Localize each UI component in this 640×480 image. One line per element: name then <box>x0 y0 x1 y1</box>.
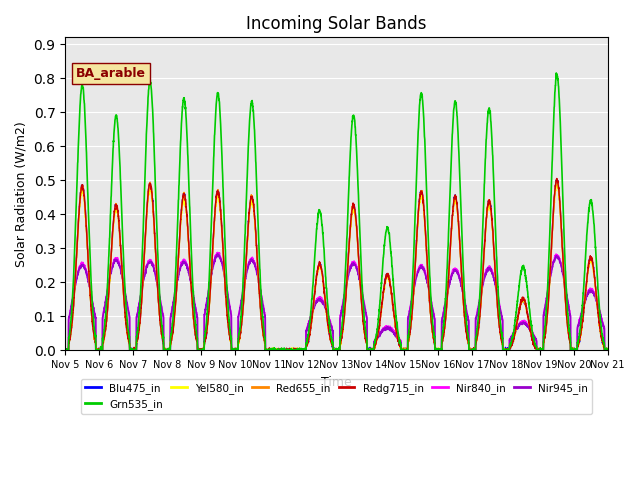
Yel580_in <box>598 337 606 343</box>
Blu475_in <box>598 335 606 340</box>
Blu475_in <box>488 226 496 231</box>
Blu475_in <box>406 329 414 335</box>
Red655_in <box>454 210 461 216</box>
Nir945_in <box>454 270 461 276</box>
Grn535_in <box>406 317 414 323</box>
Y-axis label: Solar Radiation (W/m2): Solar Radiation (W/m2) <box>15 121 28 267</box>
Title: Incoming Solar Bands: Incoming Solar Bands <box>246 15 427 33</box>
Red655_in <box>173 290 180 296</box>
Nir945_in <box>173 283 180 289</box>
Yel580_in <box>521 300 529 306</box>
Nir945_in <box>521 321 529 327</box>
Nir945_in <box>214 251 221 257</box>
Nir945_in <box>406 306 414 312</box>
X-axis label: Time: Time <box>321 376 352 389</box>
Redg715_in <box>521 298 529 303</box>
Nir945_in <box>488 270 496 276</box>
Grn535_in <box>488 149 496 155</box>
Red655_in <box>604 346 612 352</box>
Line: Nir840_in: Nir840_in <box>65 252 608 350</box>
Redg715_in <box>406 329 414 335</box>
Grn535_in <box>521 268 529 274</box>
Redg715_in <box>173 287 180 293</box>
Red655_in <box>61 348 69 353</box>
Yel580_in <box>173 288 180 294</box>
Blu475_in <box>521 300 529 305</box>
Nir840_in <box>62 348 70 353</box>
Blu475_in <box>173 288 180 294</box>
Yel580_in <box>488 227 496 233</box>
Line: Redg715_in: Redg715_in <box>65 179 608 350</box>
Text: BA_arable: BA_arable <box>76 67 146 80</box>
Yel580_in <box>554 181 561 187</box>
Line: Blu475_in: Blu475_in <box>65 180 608 350</box>
Grn535_in <box>552 70 560 76</box>
Redg715_in <box>454 212 461 217</box>
Grn535_in <box>61 347 69 353</box>
Redg715_in <box>61 346 69 352</box>
Nir840_in <box>522 320 529 325</box>
Line: Nir945_in: Nir945_in <box>65 254 608 350</box>
Yel580_in <box>454 215 461 221</box>
Nir945_in <box>61 348 69 353</box>
Blu475_in <box>61 348 69 353</box>
Line: Red655_in: Red655_in <box>65 179 608 350</box>
Yel580_in <box>61 347 69 353</box>
Red655_in <box>488 222 496 228</box>
Nir840_in <box>598 316 606 322</box>
Blu475_in <box>454 213 461 218</box>
Grn535_in <box>598 332 606 337</box>
Blu475_in <box>553 177 561 182</box>
Nir840_in <box>61 347 69 353</box>
Nir840_in <box>173 282 180 288</box>
Redg715_in <box>61 348 69 353</box>
Redg715_in <box>488 224 496 229</box>
Legend: Blu475_in, Grn535_in, Yel580_in, Red655_in, Redg715_in, Nir840_in, Nir945_in: Blu475_in, Grn535_in, Yel580_in, Red655_… <box>81 379 592 414</box>
Nir840_in <box>214 250 221 255</box>
Grn535_in <box>61 348 69 353</box>
Blu475_in <box>62 348 70 353</box>
Red655_in <box>598 336 605 341</box>
Nir840_in <box>604 347 612 353</box>
Red655_in <box>406 328 413 334</box>
Blu475_in <box>604 348 612 353</box>
Redg715_in <box>604 347 612 353</box>
Nir840_in <box>489 270 497 276</box>
Grn535_in <box>454 127 461 132</box>
Yel580_in <box>604 348 612 353</box>
Redg715_in <box>553 176 561 181</box>
Line: Grn535_in: Grn535_in <box>65 73 608 350</box>
Nir840_in <box>406 304 414 310</box>
Yel580_in <box>61 348 69 353</box>
Red655_in <box>521 297 529 303</box>
Grn535_in <box>173 249 180 254</box>
Yel580_in <box>406 329 414 335</box>
Red655_in <box>553 176 561 182</box>
Nir840_in <box>454 269 462 275</box>
Nir945_in <box>598 318 605 324</box>
Grn535_in <box>604 347 612 353</box>
Nir945_in <box>604 348 612 353</box>
Redg715_in <box>598 336 606 341</box>
Line: Yel580_in: Yel580_in <box>65 184 608 350</box>
